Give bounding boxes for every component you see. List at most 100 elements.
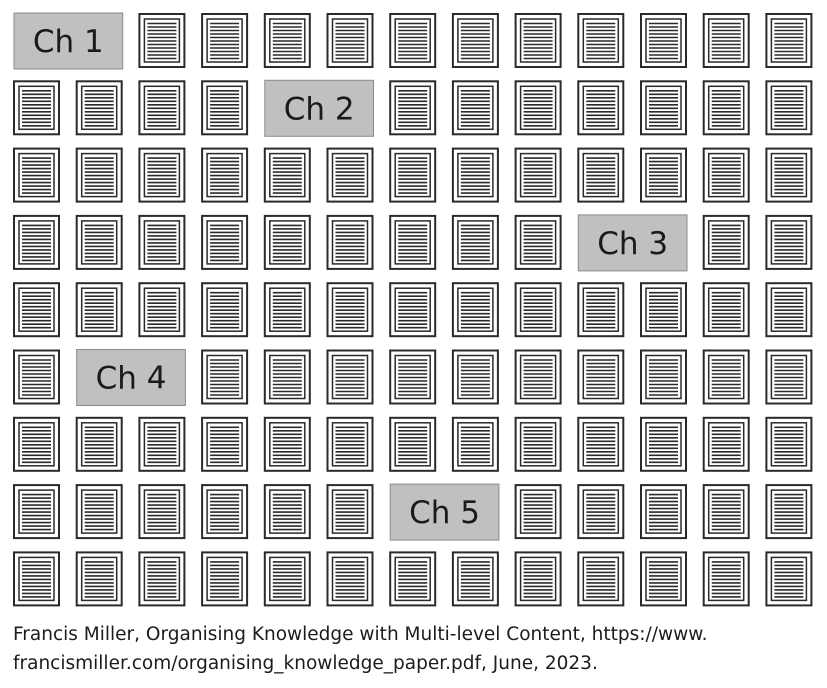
page-icon	[389, 147, 437, 203]
page-icon	[640, 416, 687, 472]
chapter-block-3: Ch 3	[577, 214, 688, 272]
page-icon	[577, 484, 625, 540]
chapter-label: Ch 3	[597, 226, 668, 262]
page-icon	[389, 551, 437, 607]
page-icon	[451, 551, 499, 607]
page-icon	[201, 484, 249, 540]
page-icon	[13, 214, 60, 270]
page-icon	[640, 13, 687, 68]
page-icon	[514, 80, 562, 136]
page-icon	[451, 416, 499, 472]
page-icon	[765, 282, 813, 338]
page-icon	[263, 551, 311, 607]
page-icon	[13, 147, 60, 203]
page-icon	[326, 551, 374, 607]
page-icon	[13, 551, 60, 607]
page-icon	[138, 13, 186, 68]
page-icon	[765, 214, 813, 270]
page-icon	[389, 282, 437, 338]
page-icon	[326, 214, 374, 270]
page-icon	[514, 282, 562, 338]
page-icon	[263, 282, 311, 338]
page-icon	[263, 416, 311, 472]
page-icon	[514, 416, 562, 472]
page-icon	[514, 147, 562, 203]
page-icon	[640, 551, 687, 607]
pages-grid-diagram: Ch 1 Ch 2 Ch 3 Ch 4 Ch 5	[13, 12, 813, 607]
chapter-label: Ch 5	[409, 495, 480, 531]
page-icon	[577, 80, 625, 136]
page-icon	[451, 13, 499, 68]
page-icon	[263, 484, 311, 540]
page-icon	[451, 80, 499, 136]
page-icon	[75, 551, 123, 607]
page-icon	[577, 416, 625, 472]
page-icon	[138, 416, 186, 472]
page-icon	[451, 349, 499, 405]
page-icon	[13, 416, 60, 472]
page-icon	[326, 484, 374, 540]
page-icon	[702, 214, 750, 270]
page-icon	[201, 416, 249, 472]
page-icon	[326, 13, 374, 68]
page-icon	[702, 282, 750, 338]
chapter-label: Ch 2	[284, 91, 355, 127]
chapter-label: Ch 1	[33, 24, 104, 60]
page-icon	[389, 13, 437, 68]
page-icon	[702, 349, 750, 405]
chapter-block-5: Ch 5	[389, 483, 500, 541]
page-icon	[201, 13, 249, 68]
page-icon	[389, 349, 437, 405]
page-icon	[389, 80, 437, 136]
page-icon	[514, 214, 562, 270]
page-icon	[389, 214, 437, 270]
page-icon	[201, 80, 249, 136]
page-icon	[138, 80, 186, 136]
page-icon	[13, 349, 60, 405]
page-icon	[514, 13, 562, 68]
page-icon	[765, 13, 813, 68]
page-icon	[326, 282, 374, 338]
page-icon	[514, 551, 562, 607]
page-icon	[13, 484, 60, 540]
page-icon	[765, 416, 813, 472]
page-icon	[75, 484, 123, 540]
page-icon	[326, 416, 374, 472]
page-icon	[640, 484, 687, 540]
page-icon	[13, 282, 60, 338]
page-icon	[138, 551, 186, 607]
page-icon	[138, 484, 186, 540]
page-icon	[201, 551, 249, 607]
page-icon	[75, 282, 123, 338]
page-icon	[765, 147, 813, 203]
chapter-label: Ch 4	[96, 361, 167, 397]
page-icon	[640, 282, 687, 338]
page-icon	[702, 147, 750, 203]
page-icon	[326, 349, 374, 405]
page-icon	[702, 551, 750, 607]
page-icon	[263, 13, 311, 68]
chapter-block-4: Ch 4	[76, 349, 186, 406]
page-icon	[640, 80, 687, 136]
page-icon	[263, 147, 311, 203]
page-icon	[201, 349, 249, 405]
page-icon	[326, 147, 374, 203]
page-icon	[702, 13, 750, 68]
page-icon	[13, 80, 60, 136]
page-icon	[702, 484, 750, 540]
page-icon	[640, 349, 687, 405]
page-icon	[263, 349, 311, 405]
page-icon	[765, 551, 813, 607]
page-icon	[577, 147, 625, 203]
page-icon	[451, 214, 499, 270]
page-icon	[702, 416, 750, 472]
page-icon	[765, 80, 813, 136]
page-icon	[201, 282, 249, 338]
page-icon	[577, 13, 625, 68]
citation-caption: Francis Miller, Organising Knowledge wit…	[13, 620, 819, 678]
citation-line-1: Francis Miller, Organising Knowledge wit…	[13, 624, 708, 645]
page-icon	[201, 147, 249, 203]
chapter-block-2: Ch 2	[264, 79, 374, 137]
page-icon	[451, 147, 499, 203]
page-icon	[514, 349, 562, 405]
